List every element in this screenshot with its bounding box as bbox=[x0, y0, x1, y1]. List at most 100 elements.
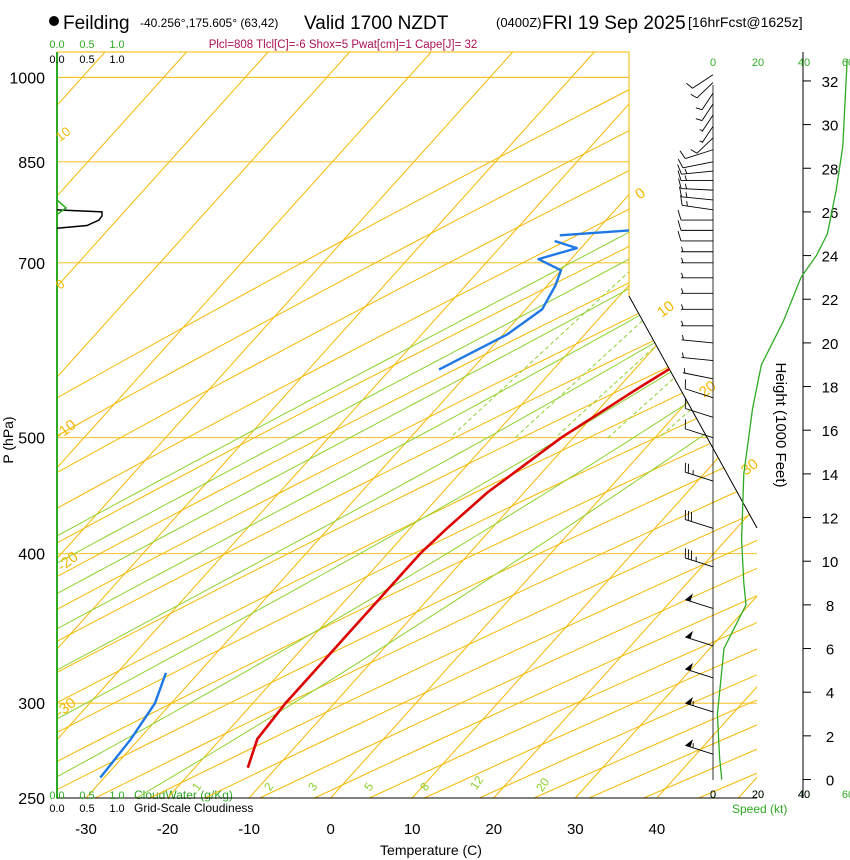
height-tick-label: 14 bbox=[822, 467, 839, 484]
dry-adiabat-line bbox=[57, 52, 757, 798]
height-tick-label: 26 bbox=[822, 205, 839, 222]
wind-barb bbox=[681, 334, 714, 344]
isotherm-line bbox=[57, 52, 432, 798]
pressure-tick-label: 300 bbox=[18, 696, 45, 713]
dry-adiabat-line bbox=[57, 52, 757, 798]
wind-barb-half-feather bbox=[681, 272, 684, 278]
wind-speed-profile-line bbox=[716, 59, 848, 780]
wind-barb bbox=[685, 630, 714, 647]
wind-barb bbox=[677, 220, 713, 231]
wind-barb bbox=[681, 320, 713, 327]
wind-barb-staff bbox=[685, 668, 714, 679]
dry-adiabat-line bbox=[57, 52, 757, 798]
wind-barb-staff bbox=[685, 388, 714, 399]
location-name: Feilding bbox=[63, 13, 130, 34]
wind-barb-staff bbox=[685, 149, 714, 159]
wind-barb-flag bbox=[685, 739, 693, 748]
wind-barb bbox=[699, 114, 714, 132]
wind-barb-half-feather bbox=[681, 246, 684, 252]
wind-barb bbox=[684, 510, 714, 529]
isotherm-label: 0 bbox=[53, 276, 68, 292]
moist-adiabat-line bbox=[57, 52, 757, 798]
cloudiness-tick-bottom: 0.0 bbox=[49, 803, 64, 815]
wind-barb-feather bbox=[679, 186, 682, 197]
speed-tick-bottom-black: 40 bbox=[798, 789, 810, 801]
height-tick-label: 0 bbox=[826, 773, 834, 790]
pressure-tick-label: 250 bbox=[18, 791, 45, 808]
isotherm-label: 10 bbox=[53, 124, 74, 145]
dewpoint-top-line bbox=[99, 672, 168, 779]
wind-barb-staff bbox=[685, 408, 714, 418]
cloudwater-tick-bottom: 0.0 bbox=[49, 790, 64, 802]
wind-barb bbox=[684, 462, 714, 482]
wind-barb-staff bbox=[685, 471, 714, 482]
moist-adiabat-line bbox=[57, 52, 757, 798]
height-tick-label: 18 bbox=[822, 380, 839, 397]
cloudwater-tick-top: 1.0 bbox=[109, 39, 124, 51]
wind-barb-half-feather bbox=[685, 192, 688, 198]
wind-barb bbox=[677, 158, 714, 169]
isotherm-line bbox=[85, 52, 757, 798]
wind-barb bbox=[680, 195, 714, 211]
wind-barb-feather bbox=[677, 230, 682, 242]
valid-date: FRI 19 Sep 2025 bbox=[542, 13, 686, 34]
wind-barb-staff bbox=[681, 196, 714, 201]
pressure-tick-label: 500 bbox=[18, 431, 45, 448]
moist-adiabat-line bbox=[57, 52, 757, 798]
wind-barb bbox=[685, 593, 714, 609]
wind-barb bbox=[690, 137, 714, 154]
wind-barb-half-feather bbox=[684, 175, 687, 181]
speed-tick-top: 0 bbox=[710, 57, 716, 69]
isotherm-label: 20 bbox=[696, 377, 720, 401]
speed-tick-bottom-black: 0 bbox=[710, 789, 716, 801]
cloudwater-tick-bottom: 0.5 bbox=[79, 790, 94, 802]
isotherm-line bbox=[248, 52, 757, 798]
wind-barb-half-feather bbox=[684, 168, 688, 174]
wind-barb bbox=[699, 126, 714, 144]
wind-barb-feather bbox=[695, 118, 703, 121]
speed-tick-top: 60 bbox=[842, 57, 850, 69]
speed-tick-bottom: 0 bbox=[710, 789, 716, 801]
dry-adiabat-line bbox=[57, 52, 757, 798]
wind-barb bbox=[681, 304, 713, 310]
temp-tick-label: 0 bbox=[326, 821, 334, 838]
speed-tick-bottom: 60 bbox=[842, 789, 850, 801]
isotherm-line bbox=[493, 52, 757, 798]
dry-adiabat-line bbox=[57, 52, 757, 798]
wind-barb-feather bbox=[677, 158, 684, 169]
speed-tick-top: 40 bbox=[798, 57, 810, 69]
wind-barb bbox=[690, 82, 714, 99]
wind-barb bbox=[685, 697, 714, 713]
mixing-ratio-label: 3 bbox=[305, 780, 320, 794]
isotherm-line bbox=[57, 52, 677, 798]
cloudiness-tick-bottom: 1.0 bbox=[109, 803, 124, 815]
isotherm-label: 0 bbox=[632, 185, 649, 204]
wind-barb-half-feather bbox=[682, 352, 684, 358]
wind-barb-staff bbox=[685, 428, 714, 439]
wind-barb-feather bbox=[690, 149, 698, 154]
wind-barb-half-feather bbox=[684, 183, 688, 189]
wind-barb bbox=[682, 368, 714, 380]
temp-tick-label: 30 bbox=[567, 821, 584, 838]
temp-tick-label: 10 bbox=[404, 821, 421, 838]
wind-barb-half-feather bbox=[681, 304, 684, 310]
pressure-tick-label: 1000 bbox=[9, 70, 45, 87]
height-tick-label: 8 bbox=[826, 598, 834, 615]
wind-barb-half-feather bbox=[682, 334, 684, 341]
wind-barb-flag bbox=[685, 697, 693, 705]
moist-adiabat-line bbox=[57, 52, 757, 798]
height-tick-label: 2 bbox=[826, 729, 834, 746]
dry-adiabat-line bbox=[57, 52, 757, 798]
isotherm-line bbox=[57, 52, 187, 798]
wind-barb bbox=[681, 246, 713, 253]
cloudiness-tick-top: 0.0 bbox=[49, 54, 64, 66]
temp-tick-label: 20 bbox=[485, 821, 502, 838]
wind-barb-staff bbox=[681, 357, 714, 361]
cloudiness-tick-top: 0.5 bbox=[79, 54, 94, 66]
wind-barb-feather bbox=[677, 209, 682, 221]
wind-barb-staff bbox=[701, 92, 714, 110]
wind-barb bbox=[681, 352, 714, 361]
temperature-line bbox=[246, 69, 757, 769]
dry-adiabat-line bbox=[479, 52, 757, 798]
